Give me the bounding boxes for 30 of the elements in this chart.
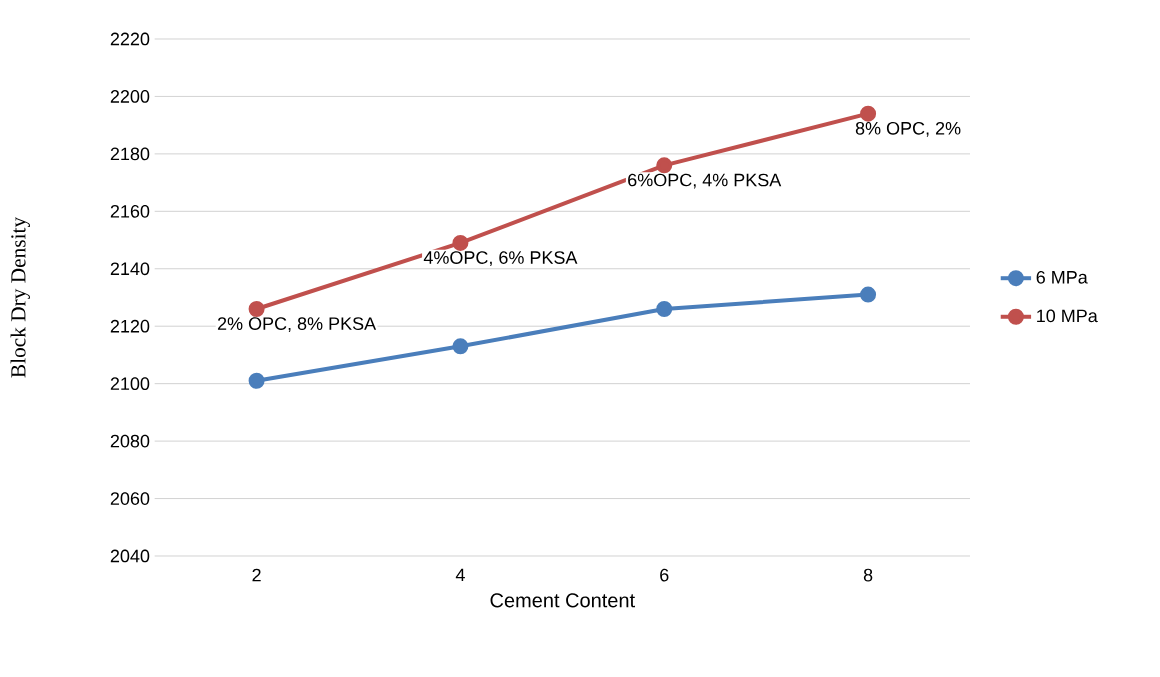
point: [860, 105, 877, 122]
legend-label: 6 MPa: [1036, 270, 1088, 284]
x-tick-label: 8: [863, 568, 873, 582]
point: [860, 286, 877, 303]
annotation: 8% OPC, 2%: [855, 121, 961, 137]
point: [656, 157, 673, 174]
annotation: 6%OPC, 4% PKSA: [628, 173, 782, 189]
x-axis-title: Cement Content: [490, 593, 635, 608]
y-tick-label: 2160: [110, 204, 150, 218]
point: [656, 300, 673, 317]
x-tick-label: 6: [660, 568, 669, 582]
y-tick-label: 2180: [110, 147, 150, 161]
legend-label: 10 MPa: [1037, 309, 1098, 323]
y-tick-label: 2200: [110, 90, 150, 103]
point: [248, 300, 265, 317]
y-tick-label: 2040: [110, 549, 150, 563]
y-tick-label: 2060: [110, 492, 150, 505]
annotation: 2% OPC, 8% PKSA: [217, 317, 377, 333]
annotation: 4%OPC, 6% PKSA: [423, 251, 578, 267]
y-tick-label: 2100: [110, 377, 150, 391]
point: [452, 338, 469, 355]
point: [248, 372, 265, 389]
y-axis-title: Block Dry Density: [10, 216, 30, 378]
y-tick-label: 2120: [110, 319, 150, 333]
y-tick-label: 2080: [110, 434, 150, 448]
x-tick-label: 4: [455, 568, 465, 582]
y-tick-label: 2140: [110, 262, 150, 276]
x-tick-label: 2: [252, 568, 261, 582]
y-tick-label: 2220: [110, 32, 150, 46]
point: [452, 234, 469, 251]
